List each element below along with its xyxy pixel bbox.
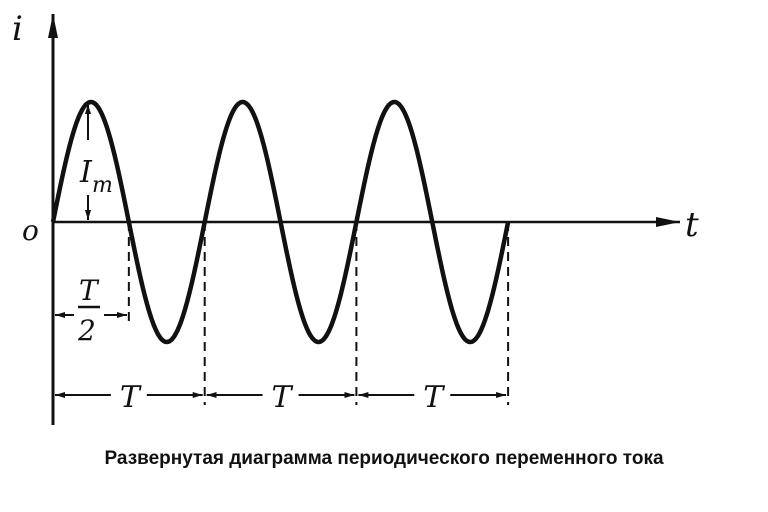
time-axis-label: t xyxy=(685,205,699,245)
period-label: T xyxy=(423,380,445,415)
amplitude-label: I xyxy=(79,155,93,190)
half-period-denominator: 2 xyxy=(77,314,96,347)
sine-wave xyxy=(50,99,511,345)
amplitude-subscript: m xyxy=(92,173,113,198)
origin-label: o xyxy=(22,214,39,247)
half-period-numerator: T xyxy=(79,274,100,307)
period-dividers xyxy=(127,222,510,405)
caption: Развернутая диаграмма периодического пер… xyxy=(104,448,664,469)
current-axis-label: i xyxy=(12,9,23,49)
period-label: T xyxy=(120,380,142,415)
period-label: T xyxy=(272,380,294,415)
